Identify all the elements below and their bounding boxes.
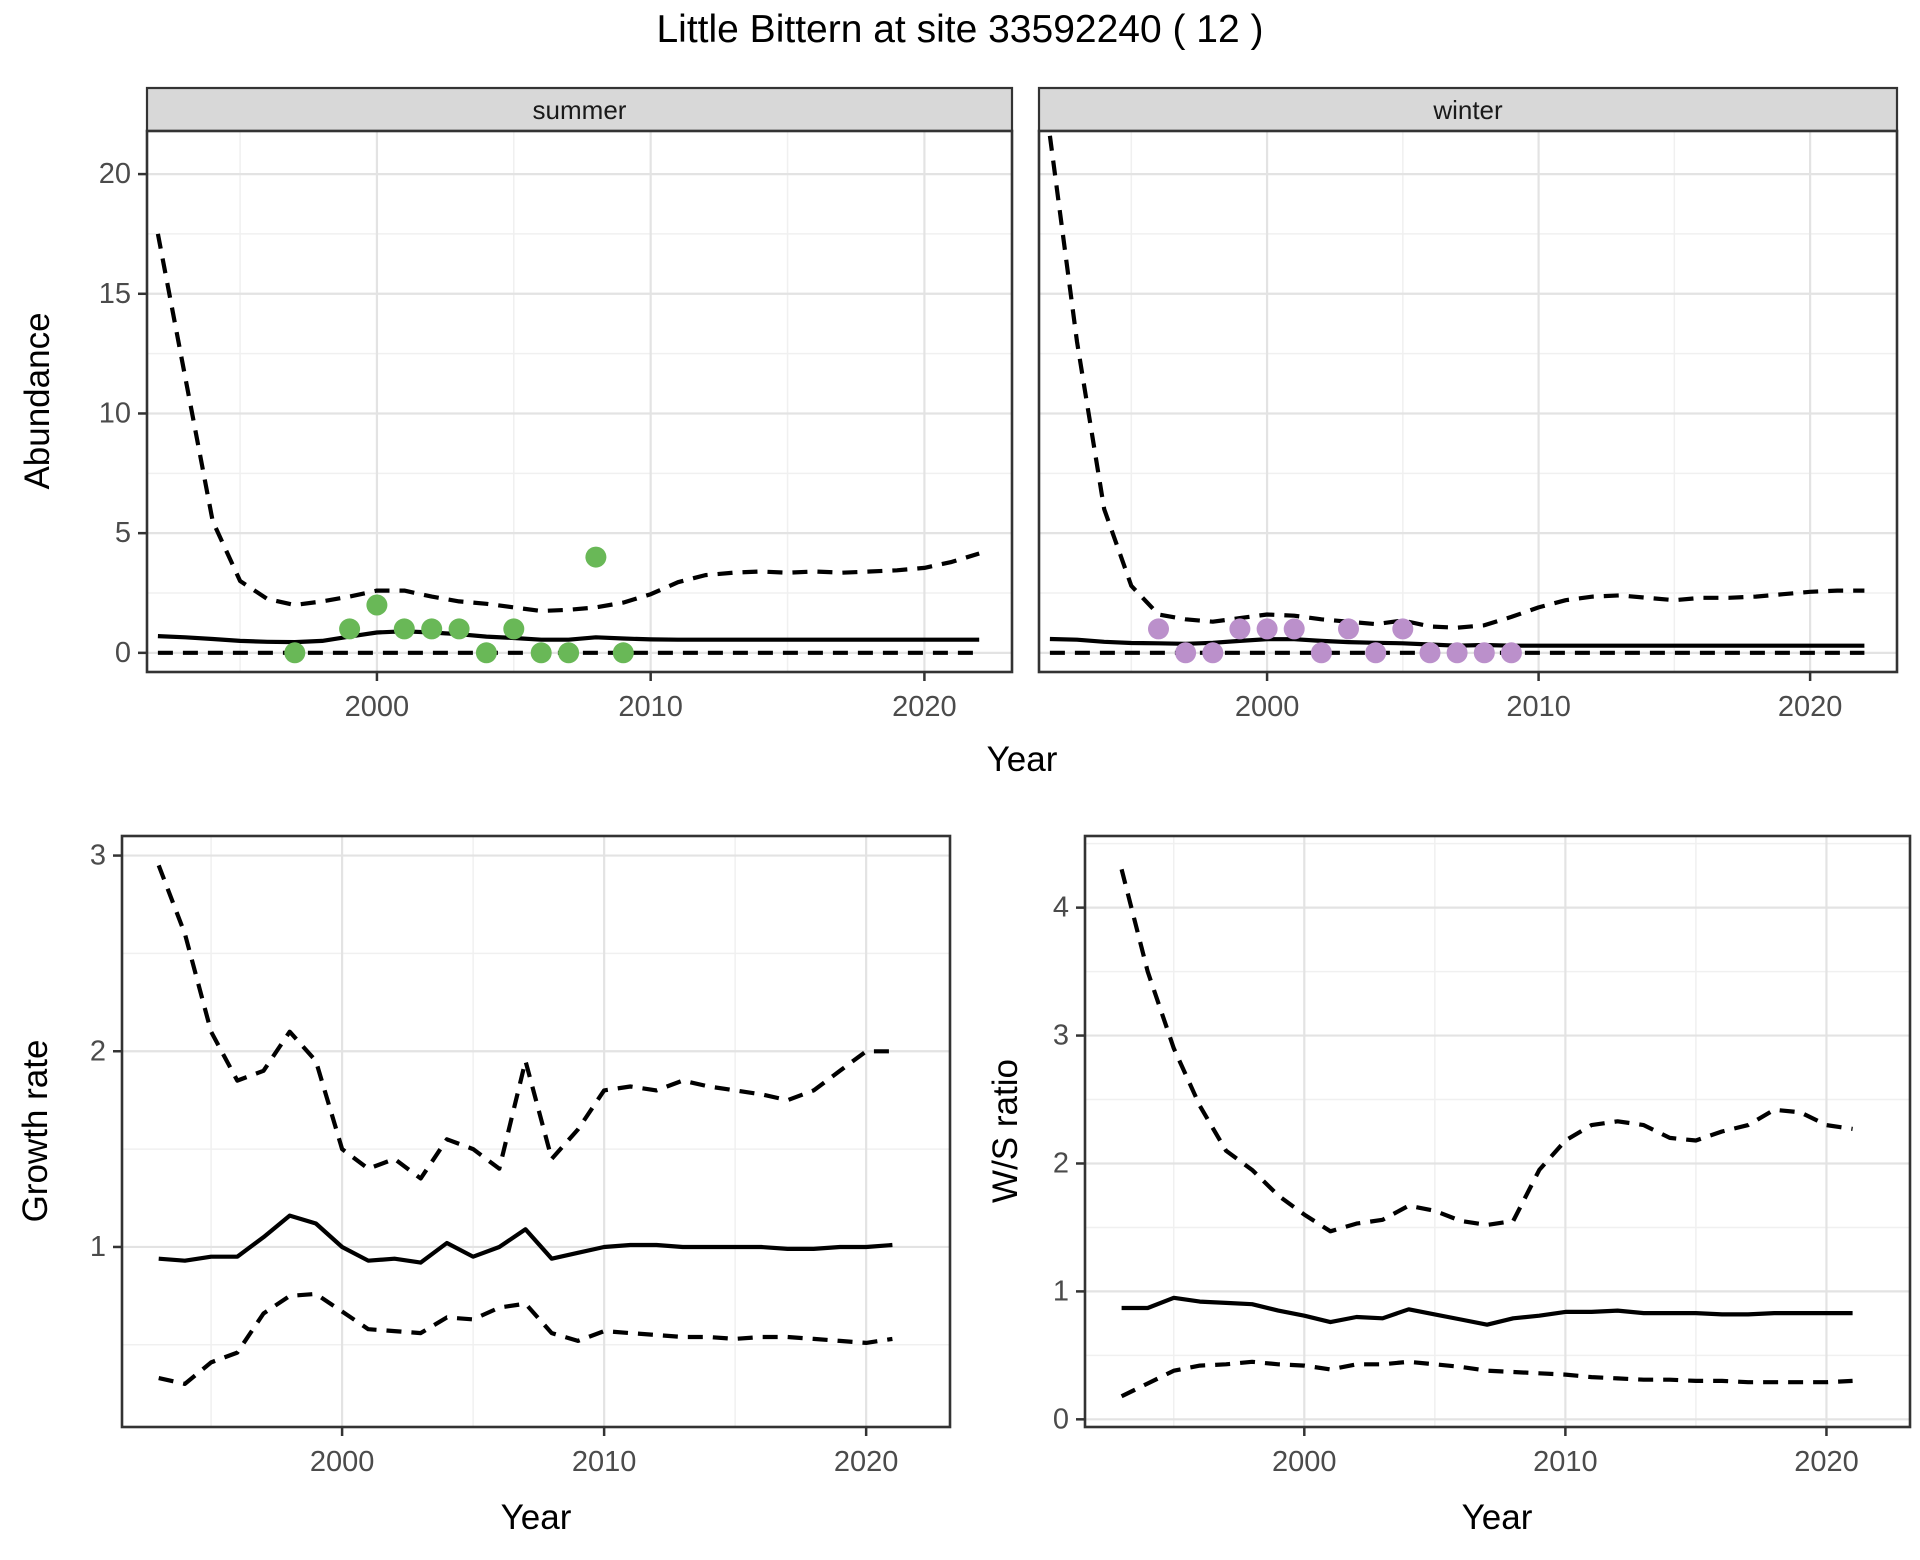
x-tick-label: 2000: [1235, 691, 1300, 723]
x-tick-label: 2020: [892, 691, 957, 723]
abundance_summer-observed-points: [284, 546, 634, 664]
facet-strip-label: winter: [1432, 95, 1503, 125]
observation-point: [475, 642, 497, 664]
axis-ticks: [138, 172, 926, 681]
minor-gridlines: [1085, 836, 1910, 1427]
abundance_winter-panel: 2000 2010 2020: [1037, 129, 1899, 723]
panel-border: [145, 129, 1014, 674]
observation-point: [1283, 618, 1305, 640]
x-tick-label: 2020: [1794, 1446, 1859, 1478]
observation-point: [366, 594, 388, 616]
y-tick-label: 15: [99, 278, 131, 310]
y-tick-label: 1: [90, 1231, 106, 1263]
ws_ratio-panel: 2000 2010 2020 0 1 2 3 4: [1053, 834, 1912, 1478]
abundance_winter-observed-points: [1148, 618, 1522, 664]
observation-point: [421, 618, 443, 640]
major-gridlines: [1085, 836, 1910, 1427]
growth_rate-median-line: [158, 1213, 893, 1265]
major-gridlines: [1039, 131, 1897, 672]
ws-ratio-chart: 2000 2010 2020 0 1 2 3 4: [1053, 834, 1912, 1478]
ws_ratio-median-line: [1121, 1295, 1853, 1327]
growth-rate-chart: 2000 2010 2020 1 2 3: [90, 834, 952, 1478]
abundance_summer-panel: 2000 2010 2020 0 5 10 15 20: [99, 129, 1014, 723]
observation-point: [1392, 618, 1414, 640]
abundance_winter-upper_ci-line: [1047, 135, 1865, 630]
axis-tick-labels: 2000 2010 2020: [1235, 691, 1843, 723]
panel-border: [1037, 129, 1899, 674]
abundance-facet-charts: summer winter 2000 2010 2020 0 5 10 15 20 2000 2010…: [99, 86, 1899, 723]
axis-ticks: [113, 854, 868, 1436]
observation-point: [558, 642, 580, 664]
observation-point: [1500, 642, 1522, 664]
facet-strip-summer: summer: [145, 86, 1014, 133]
y-tick-label: 10: [99, 397, 131, 429]
minor-gridlines: [122, 836, 950, 1427]
y-tick-label: 2: [90, 1035, 106, 1067]
x-tick-label: 2000: [345, 691, 410, 723]
observation-point: [1148, 618, 1169, 640]
observation-point: [1310, 642, 1332, 664]
observation-point: [1338, 618, 1359, 640]
y-tick-label: 1: [1053, 1275, 1069, 1307]
observation-point: [1175, 642, 1197, 664]
y-tick-label: 3: [1053, 1020, 1069, 1052]
y-tick-label: 3: [90, 840, 106, 872]
growth_rate-panel: 2000 2010 2020 1 2 3: [90, 834, 952, 1478]
observation-point: [448, 618, 470, 640]
x-tick-label: 2000: [310, 1446, 375, 1478]
observation-point: [284, 642, 306, 664]
panel-border: [120, 834, 952, 1429]
x-tick-label: 2020: [1778, 691, 1843, 723]
axis-ticks: [1076, 906, 1828, 1436]
panel-border: [1083, 834, 1912, 1429]
x-tick-label: 2020: [834, 1446, 899, 1478]
growth_rate-lower_ci-line: [158, 1291, 893, 1387]
x-tick-label: 2010: [572, 1446, 637, 1478]
growth_rate-upper_ci-line: [156, 864, 893, 1181]
facet-strip-label: summer: [533, 95, 627, 125]
y-tick-label: 0: [115, 637, 131, 669]
observation-point: [1365, 642, 1387, 664]
observation-point: [1202, 642, 1224, 664]
x-tick-label: 2000: [1272, 1446, 1337, 1478]
observation-point: [1229, 618, 1251, 640]
axis-tick-labels: 2000 2010 2020 1 2 3: [90, 840, 899, 1478]
observation-point: [393, 618, 415, 640]
minor-gridlines: [1039, 131, 1897, 672]
axis-tick-labels: 2000 2010 2020 0 1 2 3 4: [1053, 892, 1859, 1478]
observation-point: [612, 642, 634, 664]
y-tick-label: 4: [1053, 892, 1069, 924]
x-tick-label: 2010: [1533, 1446, 1598, 1478]
ws-year-axis-label: Year: [1461, 1498, 1533, 1537]
axis-ticks: [1265, 672, 1812, 681]
facet-strip-winter: winter: [1037, 86, 1899, 133]
ws_ratio-lower_ci-line: [1120, 1359, 1853, 1399]
observation-point: [503, 618, 525, 640]
x-tick-label: 2010: [618, 691, 683, 723]
observation-point: [530, 642, 552, 664]
y-tick-label: 2: [1053, 1147, 1069, 1179]
axis-tick-labels: 2000 2010 2020 0 5 10 15 20: [99, 158, 957, 723]
observation-point: [1419, 642, 1441, 664]
observation-point: [585, 546, 607, 568]
observation-point: [1256, 618, 1278, 640]
plot-title: Little Bittern at site 33592240 ( 12 ): [656, 8, 1264, 51]
growth-year-axis-label: Year: [500, 1498, 572, 1537]
top-year-axis-label: Year: [986, 740, 1058, 779]
abundance_summer-median-line: [157, 629, 980, 645]
observation-point: [1446, 642, 1468, 664]
observation-point: [1473, 642, 1495, 664]
x-tick-label: 2010: [1506, 691, 1571, 723]
y-tick-label: 20: [99, 158, 131, 190]
y-tick-label: 0: [1053, 1403, 1069, 1435]
y-tick-label: 5: [115, 517, 131, 549]
observation-point: [339, 618, 361, 640]
